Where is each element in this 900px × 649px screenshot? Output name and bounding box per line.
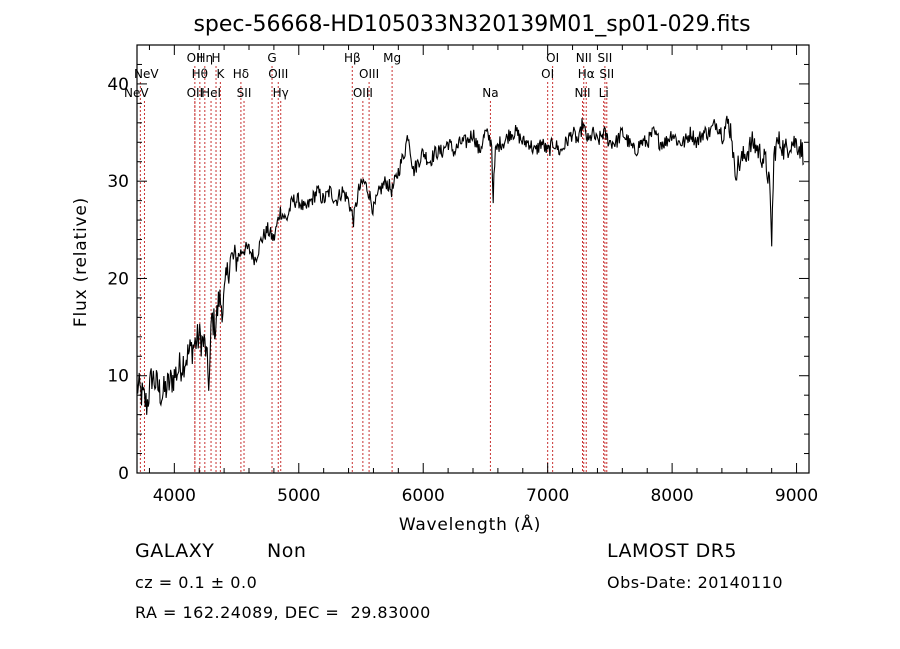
line-marker-label: NII bbox=[574, 86, 590, 100]
survey-name: LAMOST DR5 bbox=[607, 540, 737, 562]
observation-date: Obs-Date: 20140110 bbox=[607, 573, 784, 592]
x-tick-label: 6000 bbox=[402, 486, 445, 506]
line-marker-label: OIII bbox=[359, 67, 379, 81]
x-tick-label: 8000 bbox=[650, 486, 693, 506]
spectrum-line bbox=[136, 115, 805, 415]
line-marker-label: Na bbox=[482, 86, 498, 100]
line-marker-label: Hδ bbox=[233, 67, 249, 81]
x-tick-label: 7000 bbox=[526, 486, 569, 506]
line-marker-label: OI bbox=[546, 51, 559, 65]
x-tick-label: 9000 bbox=[775, 486, 818, 506]
coordinates: RA = 162.24089, DEC = 29.83000 bbox=[135, 603, 431, 622]
line-marker-label: SII bbox=[237, 86, 252, 100]
y-axis-label: Flux (relative) bbox=[71, 197, 91, 327]
object-subclass: Non bbox=[267, 540, 307, 562]
y-tick-label: 10 bbox=[107, 367, 129, 387]
line-marker-label: G bbox=[267, 51, 276, 65]
y-tick-label: 30 bbox=[107, 172, 129, 192]
y-tick-label: 40 bbox=[107, 75, 129, 95]
y-axis: 0 10 20 30 40 bbox=[107, 63, 809, 484]
line-marker-label: OII bbox=[187, 51, 204, 65]
x-tick-label: 5000 bbox=[277, 486, 320, 506]
x-tick-label: 4000 bbox=[153, 486, 196, 506]
y-tick-label: 20 bbox=[107, 269, 129, 289]
line-marker-label: OII bbox=[187, 86, 204, 100]
line-marker-label: Li bbox=[599, 86, 609, 100]
line-marker-label: K bbox=[216, 67, 225, 81]
line-marker-label: H bbox=[212, 51, 221, 65]
line-marker-label: Hβ bbox=[344, 51, 361, 65]
chart-title: spec-56668-HD105033N320139M01_sp01-029.f… bbox=[193, 12, 750, 37]
line-marker-label: HeI bbox=[201, 86, 221, 100]
line-marker-label: Mg bbox=[383, 51, 401, 65]
object-class: GALAXY bbox=[135, 540, 215, 562]
line-marker-label: Hθ bbox=[192, 67, 208, 81]
line-marker-label: SII bbox=[599, 67, 614, 81]
line-marker-label: NeV bbox=[134, 67, 159, 81]
redshift-cz: cz = 0.1 ± 0.0 bbox=[135, 573, 258, 592]
y-tick-label: 0 bbox=[118, 464, 129, 484]
line-marker-label: NII bbox=[576, 51, 592, 65]
line-marker-label: Hα bbox=[578, 67, 595, 81]
line-marker-label: OI bbox=[541, 67, 554, 81]
line-marker-label: Hγ bbox=[273, 86, 289, 100]
line-marker-label: OIII bbox=[353, 86, 373, 100]
line-marker-label: SII bbox=[598, 51, 613, 65]
x-axis-label: Wavelength (Å) bbox=[399, 513, 541, 535]
line-marker-label: OIII bbox=[268, 67, 288, 81]
line-marker-label: Hη bbox=[197, 51, 214, 65]
x-axis: 4000 5000 6000 7000 8000 9000 bbox=[148, 45, 818, 506]
